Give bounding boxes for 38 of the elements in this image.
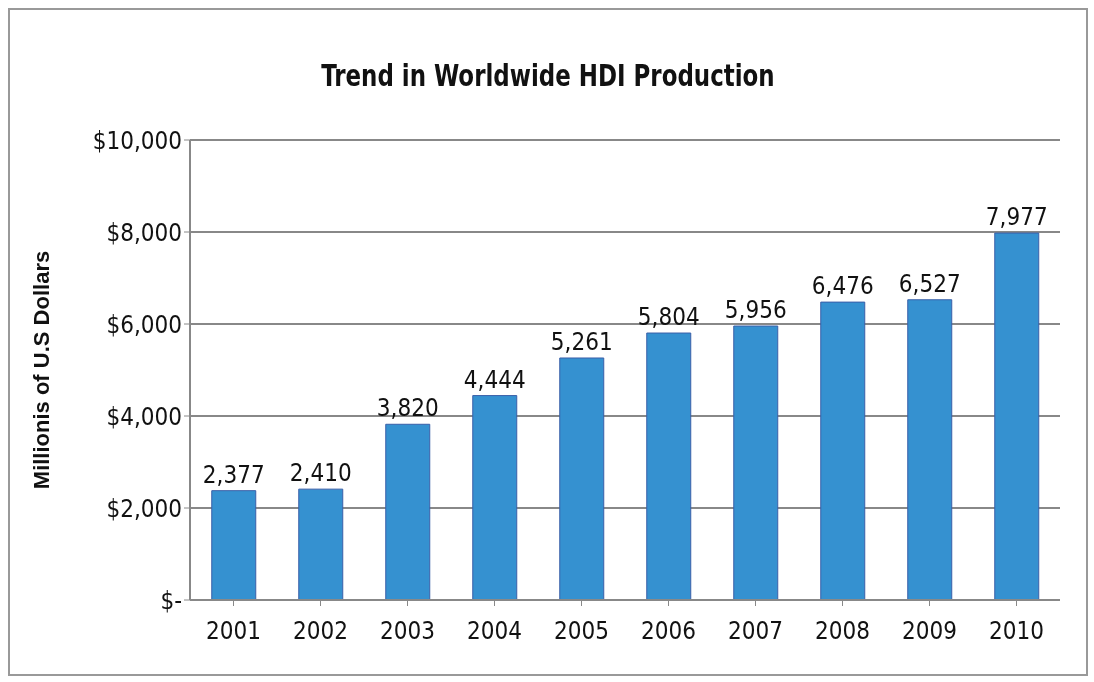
x-tick-label: 2008 <box>815 617 870 646</box>
data-label: 6,476 <box>811 272 874 301</box>
data-label: 2,410 <box>289 459 352 488</box>
x-tick-label: 2005 <box>554 617 609 646</box>
y-axis-title: Millionis of U.S Dollars <box>29 250 55 490</box>
bar <box>298 488 344 600</box>
x-tick-label: 2006 <box>641 617 696 646</box>
bar <box>472 395 518 600</box>
data-label: 6,527 <box>898 269 961 298</box>
data-label: 5,956 <box>724 296 787 325</box>
data-label: 5,261 <box>550 327 613 356</box>
data-label: 5,804 <box>637 303 700 332</box>
y-tick-label: $10,000 <box>92 126 182 155</box>
bar <box>559 357 605 600</box>
bar <box>994 232 1040 600</box>
x-tick-label: 2003 <box>380 617 435 646</box>
data-label: 7,977 <box>985 203 1048 232</box>
x-tick-label: 2004 <box>467 617 522 646</box>
y-tick-label: $4,000 <box>106 402 182 431</box>
y-tick-label: $6,000 <box>106 310 182 339</box>
y-tick-label: $8,000 <box>106 218 182 247</box>
bar <box>385 423 431 600</box>
bar <box>820 301 866 600</box>
y-tick-label: $2,000 <box>106 494 182 523</box>
bar <box>907 299 953 600</box>
x-tick-label: 2007 <box>728 617 783 646</box>
bar <box>211 490 257 600</box>
data-label: 2,377 <box>202 460 265 489</box>
bar <box>646 332 692 600</box>
x-tick-label: 2002 <box>293 617 348 646</box>
bar <box>733 325 779 600</box>
y-tick-label: $- <box>160 586 182 615</box>
x-tick-label: 2001 <box>206 617 261 646</box>
data-label: 3,820 <box>376 394 439 423</box>
x-tick-label: 2009 <box>902 617 957 646</box>
data-label: 4,444 <box>463 365 526 394</box>
x-tick-label: 2010 <box>989 617 1044 646</box>
chart-title: Trend in Worldwide HDI Production <box>320 58 776 93</box>
